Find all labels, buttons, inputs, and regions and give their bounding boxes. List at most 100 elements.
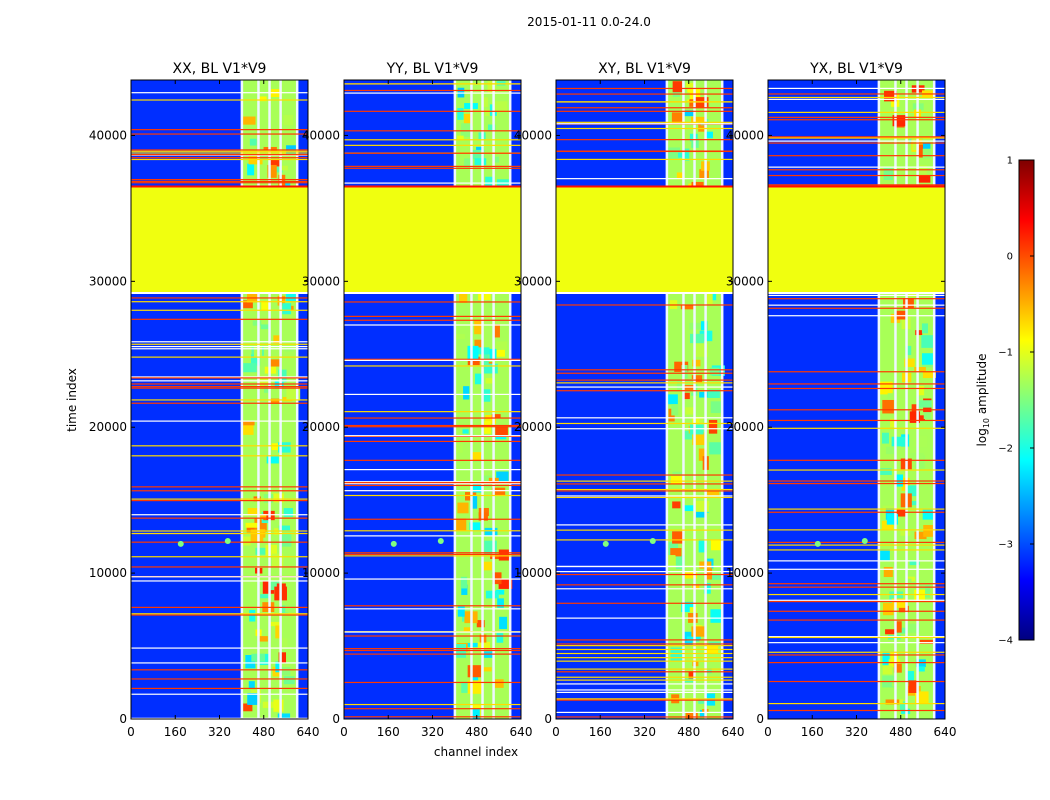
flagged-time-line xyxy=(131,556,308,558)
flagged-time-line xyxy=(131,490,308,492)
heatmap-cell xyxy=(692,418,700,426)
y-tick-label: 40000 xyxy=(514,128,552,142)
flagged-time-line xyxy=(768,583,945,585)
flagged-time-line xyxy=(768,654,945,656)
flagged-time-line xyxy=(344,703,521,706)
x-tick-label: 640 xyxy=(297,725,320,739)
y-tick-label: 30000 xyxy=(726,274,764,288)
heatmap-cell xyxy=(267,164,277,178)
heatmap-cell xyxy=(917,175,931,183)
heatmap-cell xyxy=(282,303,292,315)
heatmap-cell xyxy=(265,544,278,556)
flagged-time-line xyxy=(768,651,945,653)
flagged-time-line xyxy=(768,636,945,639)
flagged-time-line xyxy=(131,376,308,378)
heatmap-cell xyxy=(271,443,279,451)
heatmap-cell xyxy=(668,555,676,566)
heatmap-cell xyxy=(710,401,723,414)
flagged-time-line xyxy=(768,508,945,510)
heatmap-cell xyxy=(249,609,256,622)
heatmap-cell xyxy=(905,345,912,356)
flagged-time-line xyxy=(344,110,521,112)
heatmap-cell xyxy=(460,576,468,589)
heatmap-cell xyxy=(922,509,934,520)
panel-title: YY, BL V1*V9 xyxy=(386,61,479,77)
x-tick-label: 160 xyxy=(164,725,187,739)
flagged-time-line xyxy=(768,304,945,306)
flagged-time-line xyxy=(768,541,945,543)
flagged-time-line xyxy=(768,96,945,99)
heatmap-cell xyxy=(674,361,689,372)
flagged-time-line xyxy=(768,702,945,705)
heatmap-cell xyxy=(495,426,508,436)
flagged-time-line xyxy=(556,127,733,130)
heatmap-cell xyxy=(906,485,919,497)
heatmap-cell xyxy=(923,410,931,420)
heatmap-cell xyxy=(255,547,268,555)
heatmap-cell xyxy=(666,147,680,160)
flagged-time-line xyxy=(556,679,733,681)
flagged-time-line xyxy=(131,386,308,388)
heatmap-cell xyxy=(462,429,469,434)
flagged-time-line xyxy=(131,157,308,159)
flagged-block-edge xyxy=(768,185,945,188)
flagged-time-line xyxy=(556,683,733,685)
flagged-time-line xyxy=(768,98,945,100)
flagged-block-edge xyxy=(344,185,521,188)
colorbar-gradient xyxy=(1018,159,1035,641)
x-tick-label: 0 xyxy=(127,725,135,739)
flagged-time-line xyxy=(556,107,733,109)
heatmap-cell xyxy=(457,502,469,514)
flagged-time-line xyxy=(768,298,945,300)
flagged-time-line xyxy=(556,573,733,576)
heatmap-cell xyxy=(247,163,255,176)
flagged-time-line xyxy=(131,647,308,649)
heatmap-cell xyxy=(916,666,925,672)
heatmap-cell xyxy=(923,525,934,537)
flagged-time-block xyxy=(344,186,521,293)
heatmap-cell xyxy=(898,605,909,613)
flagged-time-line xyxy=(131,133,308,135)
heatmap-cell xyxy=(454,334,465,339)
heatmap-cell xyxy=(676,172,685,180)
flagged-time-line xyxy=(556,648,733,651)
bright-spot xyxy=(602,540,609,547)
colorbar: log10 amplitude 1 0 −1 −2 −3 −4 xyxy=(975,156,1035,647)
heatmap-cell xyxy=(268,580,280,591)
heatmap-cell xyxy=(474,320,482,335)
heatmap-cell xyxy=(881,432,889,444)
heatmap-cell xyxy=(909,411,920,423)
flagged-channel xyxy=(693,80,696,719)
flagged-time-line xyxy=(344,494,521,497)
heatmap-cell xyxy=(278,638,288,648)
flagged-channel xyxy=(877,80,881,719)
flagged-time-line xyxy=(768,610,945,612)
heatmap-cell xyxy=(485,415,497,424)
flagged-time-line xyxy=(556,178,733,180)
heatmap-cell xyxy=(689,333,704,344)
flagged-time-line xyxy=(556,539,733,541)
flagged-time-line xyxy=(344,440,521,443)
heatmap-cell xyxy=(709,442,723,455)
flagged-time-line xyxy=(768,459,945,461)
flagged-time-line xyxy=(344,393,521,396)
heatmap-cell xyxy=(682,392,690,400)
heatmap-cell xyxy=(481,97,489,107)
heatmap-cell xyxy=(492,156,500,163)
flagged-time-line xyxy=(556,304,733,306)
heatmap-cell xyxy=(279,165,288,171)
heatmap-cell xyxy=(474,158,487,166)
flagged-time-line xyxy=(344,605,521,607)
heatmap-cell xyxy=(900,529,911,536)
flagged-time-line xyxy=(131,150,308,152)
heatmap-cell xyxy=(242,116,256,125)
flagged-channel xyxy=(905,80,908,719)
flagged-time-line xyxy=(344,608,521,610)
heatmap-cell xyxy=(247,507,261,516)
colorbar-label: log10 amplitude xyxy=(975,354,991,447)
flagged-time-block xyxy=(556,186,733,293)
heatmap-cell xyxy=(461,123,472,137)
y-axis-label: time index xyxy=(65,368,79,432)
heatmap-cell xyxy=(909,560,920,566)
